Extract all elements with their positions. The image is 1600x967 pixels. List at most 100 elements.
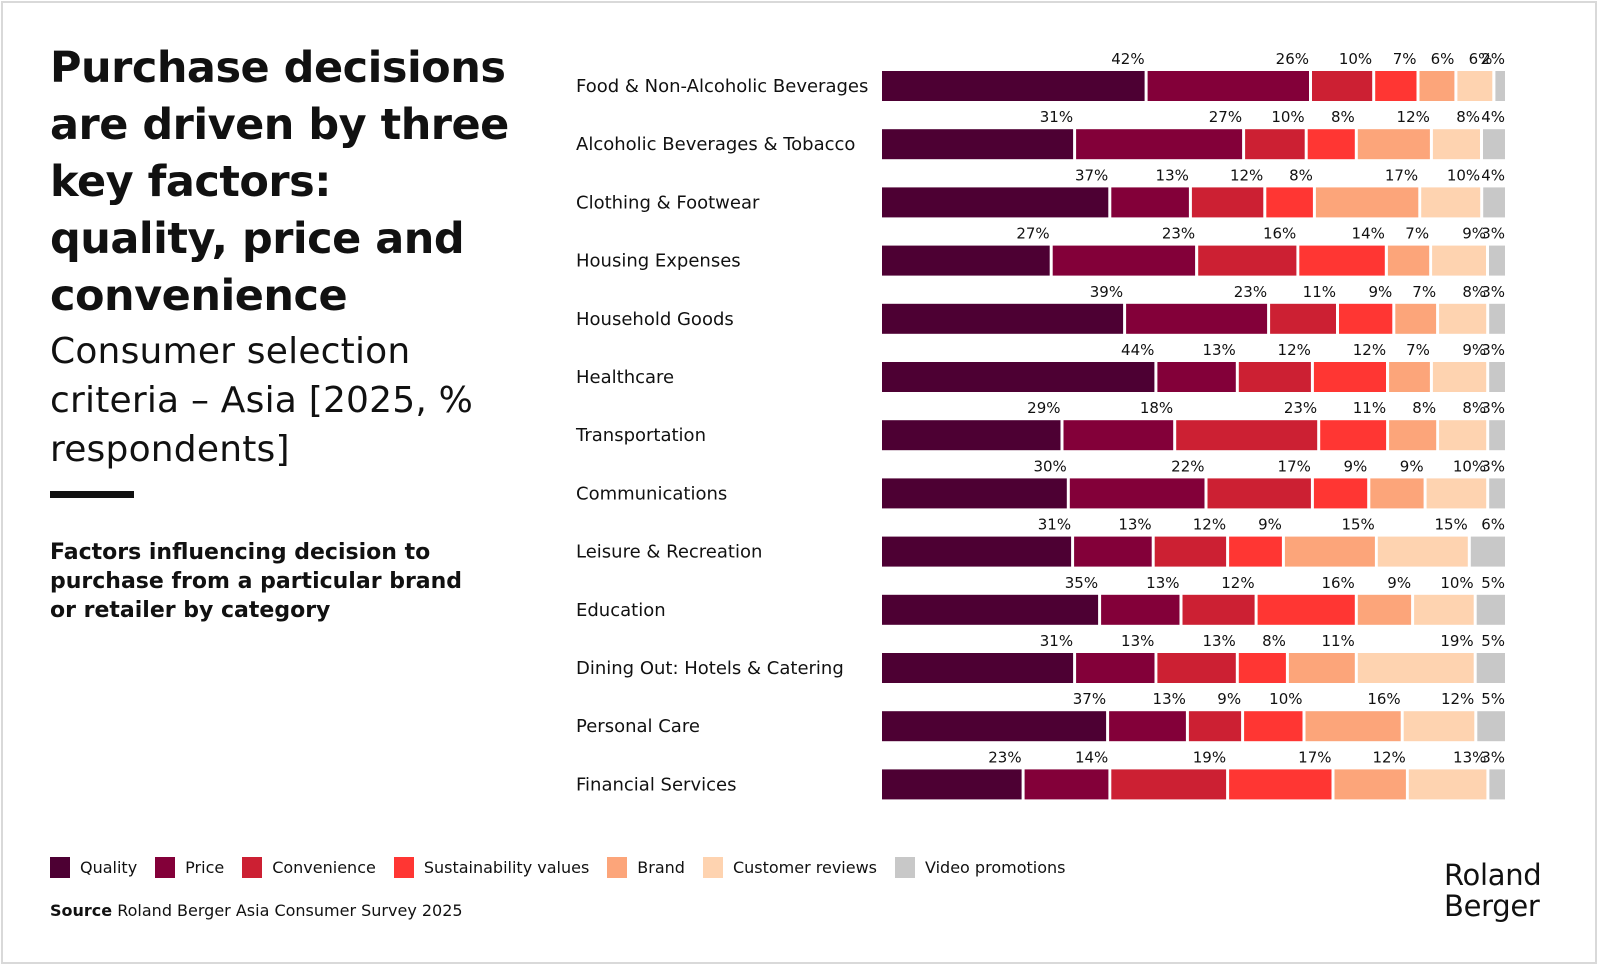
bar-segment-sustainability-values — [1257, 594, 1355, 625]
legend-item-customer-reviews: Customer reviews — [702, 857, 878, 878]
bar-segment-video-promotions — [1489, 245, 1505, 276]
bar-segment-sustainability-values — [1266, 187, 1313, 218]
logo-line-2: Berger — [1444, 889, 1540, 923]
bar-segment-quality — [882, 245, 1050, 276]
bar-segment-customer-reviews — [1457, 71, 1493, 101]
value-label: 10% — [1269, 690, 1302, 708]
legend-swatch — [155, 857, 176, 878]
value-label: 17% — [1298, 748, 1331, 766]
bar-segment-video-promotions — [1489, 303, 1505, 334]
value-label: 9% — [1462, 341, 1486, 359]
value-label: 37% — [1075, 166, 1108, 184]
value-label: 13% — [1202, 341, 1235, 359]
bar-row-communications: Communications 30% 22% 17% 9% 9% 10%3% — [576, 457, 1505, 509]
value-label: 12% — [1353, 341, 1386, 359]
value-label: 3% — [1481, 283, 1505, 301]
legend-label: Price — [185, 858, 225, 877]
value-label: 2% — [1481, 50, 1505, 68]
bar-segment-brand — [1357, 129, 1430, 160]
value-label: 3% — [1481, 457, 1505, 475]
source-note: Source Roland Berger Asia Consumer Surve… — [50, 901, 463, 920]
bar-segment-brand — [1395, 303, 1437, 334]
value-label: 22% — [1171, 457, 1204, 475]
value-label: 10% — [1339, 50, 1372, 68]
value-label: 13% — [1118, 516, 1151, 534]
bar-segment-customer-reviews — [1403, 711, 1475, 742]
bar-row-personal-care: Personal Care 37% 13% 9% 10% 16% 12% 5% — [576, 690, 1505, 742]
value-label: 15% — [1434, 516, 1467, 534]
value-label: 13% — [1202, 632, 1235, 650]
value-label: 7% — [1405, 225, 1429, 243]
value-label: 14% — [1075, 748, 1108, 766]
legend-label: Customer reviews — [732, 858, 878, 877]
bar-segment-customer-reviews — [1414, 594, 1474, 625]
bar-segment-convenience — [1176, 420, 1318, 451]
bar-segment-video-promotions — [1489, 420, 1505, 451]
bar-segment-customer-reviews — [1377, 536, 1468, 567]
bar-segment-video-promotions — [1495, 71, 1505, 101]
value-label: 9% — [1400, 457, 1424, 475]
value-label: 5% — [1481, 632, 1505, 650]
value-label: 19% — [1440, 632, 1473, 650]
value-label: 13% — [1121, 632, 1154, 650]
legend-swatch — [393, 857, 414, 878]
category-label: Leisure & Recreation — [576, 542, 762, 563]
value-label: 12% — [1372, 748, 1405, 766]
bar-segment-customer-reviews — [1421, 187, 1481, 218]
value-label: 11% — [1321, 632, 1354, 650]
bar-segment-price — [1109, 711, 1186, 742]
legend-item-convenience: Convenience — [242, 857, 376, 878]
bar-segment-convenience — [1207, 478, 1311, 509]
value-label: 12% — [1193, 516, 1226, 534]
bar-segment-price — [1147, 71, 1309, 101]
value-label: 8% — [1289, 166, 1313, 184]
legend-swatch — [50, 857, 70, 878]
value-label: 23% — [988, 748, 1021, 766]
bar-segment-price — [1126, 303, 1268, 334]
bar-segment-customer-reviews — [1432, 362, 1487, 392]
bar-row-housing-expenses: Housing Expenses 27% 23% 16% 14% 7% 9%3% — [576, 225, 1505, 276]
value-label: 11% — [1303, 283, 1336, 301]
bar-segment-quality — [882, 478, 1067, 509]
legend-swatch — [607, 857, 628, 878]
bar-segment-video-promotions — [1489, 362, 1505, 392]
value-label: 4% — [1481, 166, 1505, 184]
value-label: 42% — [1111, 50, 1144, 68]
category-label: Clothing & Footwear — [576, 192, 760, 213]
value-label: 37% — [1073, 690, 1106, 708]
value-label: 23% — [1234, 283, 1267, 301]
bar-segment-sustainability-values — [1339, 303, 1393, 334]
value-label: 12% — [1441, 690, 1474, 708]
bar-segment-video-promotions — [1477, 711, 1505, 742]
page-title: Purchase decisions are driven by three k… — [50, 43, 509, 321]
value-label: 3% — [1481, 399, 1505, 417]
bar-segment-quality — [882, 594, 1099, 625]
legend-label: Convenience — [272, 858, 376, 877]
value-label: 12% — [1397, 108, 1430, 126]
value-label: 8% — [1412, 399, 1436, 417]
value-label: 31% — [1038, 516, 1071, 534]
bar-segment-sustainability-values — [1244, 711, 1303, 742]
legend-swatch — [242, 857, 263, 878]
bar-segment-price — [1069, 478, 1205, 509]
bar-segment-convenience — [1188, 711, 1242, 742]
chart-subtitle: Consumer selection criteria – Asia [2025… — [50, 331, 474, 470]
bar-segment-sustainability-values — [1320, 420, 1387, 451]
legend-label: Quality — [80, 858, 138, 877]
bar-segment-price — [1076, 129, 1243, 160]
legend-item-brand: Brand — [607, 857, 685, 878]
value-label: 9% — [1462, 225, 1486, 243]
value-label: 17% — [1385, 166, 1418, 184]
legend-swatch — [702, 857, 723, 878]
value-label: 16% — [1321, 574, 1354, 592]
bar-segment-sustainability-values — [1229, 769, 1332, 800]
bar-row-education: Education 35% 13% 12% 16% 9% 10% 5% — [576, 574, 1505, 625]
bar-segment-sustainability-values — [1238, 653, 1286, 683]
value-label: 6% — [1481, 516, 1505, 534]
bar-segment-price — [1063, 420, 1174, 451]
bar-segment-customer-reviews — [1439, 303, 1487, 334]
bar-segment-convenience — [1238, 362, 1311, 392]
category-label: Housing Expenses — [576, 251, 741, 272]
bar-segment-convenience — [1154, 536, 1227, 567]
